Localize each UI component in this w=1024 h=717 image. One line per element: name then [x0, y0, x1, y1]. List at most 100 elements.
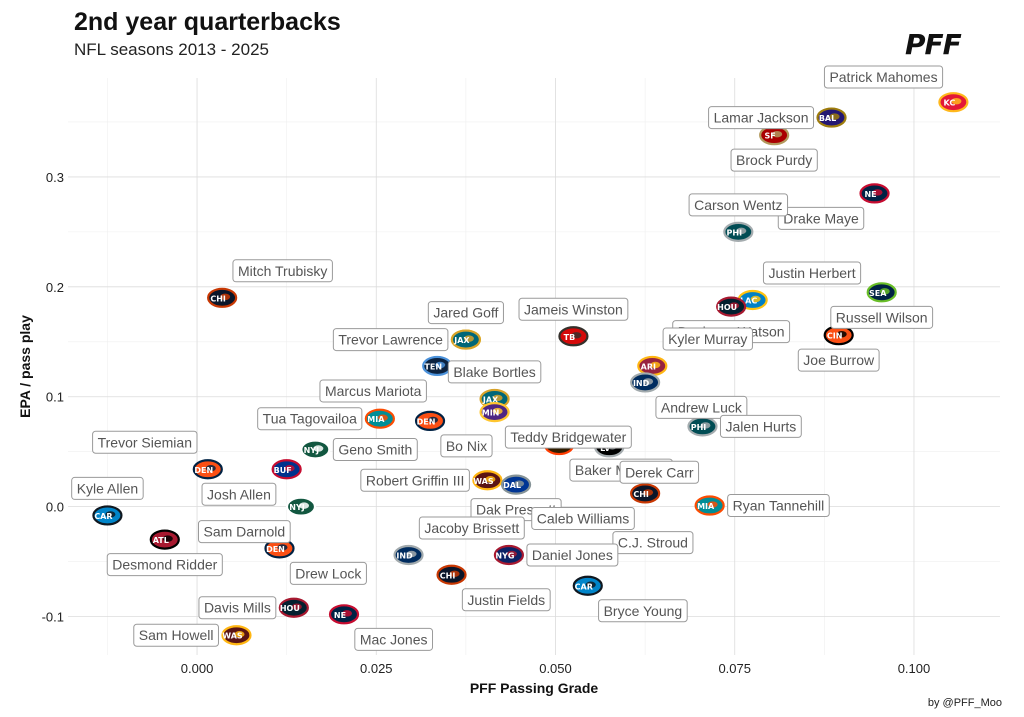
point-label: Davis Mills	[198, 596, 277, 620]
point-label: C.J. Stroud	[612, 531, 694, 555]
team-logo-marker: IND	[630, 372, 661, 393]
point-label-text: Kyler Murray	[668, 331, 747, 347]
team-abbr: BAL	[819, 114, 836, 123]
team-abbr: HOU	[717, 303, 737, 312]
data-points: KCBALSFNEPHISEALACHOUCINCHITBLARJAXARITE…	[92, 92, 969, 646]
team-abbr: ATL	[153, 536, 169, 545]
point-label-text: Drake Maye	[783, 210, 859, 226]
point-label: Trevor Siemian	[92, 430, 198, 454]
point-label-text: Marcus Mariota	[325, 383, 422, 399]
point-label-text: Josh Allen	[207, 486, 271, 502]
point-label-text: Kyle Allen	[77, 480, 138, 496]
team-abbr: DEN	[417, 417, 436, 426]
team-abbr: DEN	[194, 466, 213, 475]
team-abbr: JAX	[482, 395, 499, 404]
point-label-text: Joe Burrow	[803, 352, 875, 368]
point-label: Blake Bortles	[447, 360, 542, 384]
point-label-text: Mac Jones	[360, 631, 428, 647]
team-logo-marker: CAR	[572, 575, 603, 596]
point-label-text: Brock Purdy	[736, 152, 812, 168]
point-label-text: Teddy Bridgewater	[510, 429, 626, 445]
team-abbr: SF	[765, 132, 776, 141]
team-abbr: MIA	[697, 502, 715, 511]
team-logo-marker: HOU	[278, 597, 309, 618]
point-label-text: Daniel Jones	[532, 547, 613, 563]
team-abbr: MIA	[367, 415, 385, 424]
point-label: Lamar Jackson	[708, 106, 815, 130]
team-abbr: TB	[564, 333, 576, 342]
team-logo-marker: ARI	[637, 355, 668, 377]
point-label-text: Blake Bortles	[453, 364, 535, 380]
point-label: Jared Goff	[427, 301, 504, 325]
team-logo-marker: DEN	[414, 410, 446, 432]
y-tick-label: 0.1	[46, 390, 64, 405]
point-label-text: Sam Darnold	[203, 524, 285, 540]
point-label: Andrew Luck	[655, 395, 748, 419]
team-abbr: WAS	[222, 632, 243, 641]
team-abbr: DEN	[266, 545, 285, 554]
point-label-text: Russell Wilson	[836, 309, 928, 325]
team-logo-marker: DEN	[264, 538, 295, 559]
point-label: Mac Jones	[354, 627, 434, 651]
team-abbr: CHI	[633, 490, 649, 499]
team-logo-marker: BUF	[271, 459, 302, 480]
point-label-text: Andrew Luck	[661, 399, 743, 415]
team-logo-marker: MIA	[694, 495, 725, 516]
point-label: Russell Wilson	[830, 305, 934, 329]
team-abbr: SEA	[869, 289, 887, 298]
point-label-text: Jared Goff	[433, 305, 498, 321]
team-abbr: LAC	[740, 297, 757, 306]
point-label-text: Bryce Young	[604, 603, 683, 619]
team-abbr: TEN	[424, 362, 442, 371]
x-tick-label: 0.025	[360, 661, 393, 676]
point-label-text: Ryan Tannehill	[733, 498, 825, 514]
team-logo-marker: HOU	[716, 296, 747, 317]
team-abbr: MIN	[482, 409, 500, 418]
team-logo-marker: WAS	[472, 470, 503, 491]
x-tick-label: 0.000	[181, 661, 214, 676]
team-logo-marker: NYJ	[300, 439, 331, 460]
point-label-text: Davis Mills	[204, 600, 271, 616]
team-abbr: CAR	[94, 512, 112, 521]
point-label: Kyler Murray	[662, 327, 753, 351]
point-label: Jalen Hurts	[719, 414, 802, 438]
point-label-text: Jacoby Brissett	[424, 520, 519, 536]
team-logo-marker: KC	[938, 92, 969, 113]
team-logo-marker: MIN	[479, 402, 510, 423]
team-logo-marker: PHI	[723, 221, 754, 242]
team-abbr: CIN	[827, 332, 843, 341]
point-label-text: Justin Fields	[467, 592, 545, 608]
team-logo-marker: SEA	[866, 282, 897, 303]
point-label-text: C.J. Stroud	[618, 535, 688, 551]
point-label: Caleb Williams	[531, 506, 635, 530]
point-label: Drake Maye	[777, 206, 865, 230]
point-label-text: Mitch Trubisky	[238, 263, 327, 279]
point-label: Joe Burrow	[797, 348, 880, 372]
y-tick-label: -0.1	[42, 610, 64, 625]
point-label: Trevor Lawrence	[332, 328, 449, 352]
point-label: Sam Howell	[133, 623, 219, 647]
point-label: Mitch Trubisky	[232, 259, 333, 283]
y-tick-label: 0.2	[46, 280, 64, 295]
team-logo-marker: CIN	[823, 325, 854, 346]
point-label: Bo Nix	[440, 434, 493, 458]
point-label-text: Desmond Ridder	[112, 557, 217, 573]
point-label: Ryan Tannehill	[727, 494, 830, 518]
point-label-text: Jameis Winston	[524, 301, 623, 317]
point-label-text: Trevor Siemian	[98, 434, 192, 450]
point-label: Sam Darnold	[197, 520, 291, 544]
team-abbr: NE	[864, 190, 876, 199]
point-label: Jameis Winston	[518, 297, 629, 321]
team-logo-marker: PHI	[687, 416, 718, 437]
point-label: Daniel Jones	[526, 543, 619, 567]
point-label-text: Bo Nix	[446, 438, 487, 454]
point-label: Justin Fields	[461, 588, 551, 612]
point-label-text: Sam Howell	[139, 627, 214, 643]
point-label-text: Justin Herbert	[768, 265, 855, 281]
point-label: Kyle Allen	[71, 476, 144, 500]
team-logo-marker: DAL	[500, 474, 532, 495]
point-label: Derek Carr	[619, 460, 700, 484]
axes: 0.000 0.025 0.050 0.075 0.100 -0.1 0.0 0.1 0.2 0.…	[17, 170, 930, 696]
team-logo-marker: ATL	[149, 529, 180, 550]
